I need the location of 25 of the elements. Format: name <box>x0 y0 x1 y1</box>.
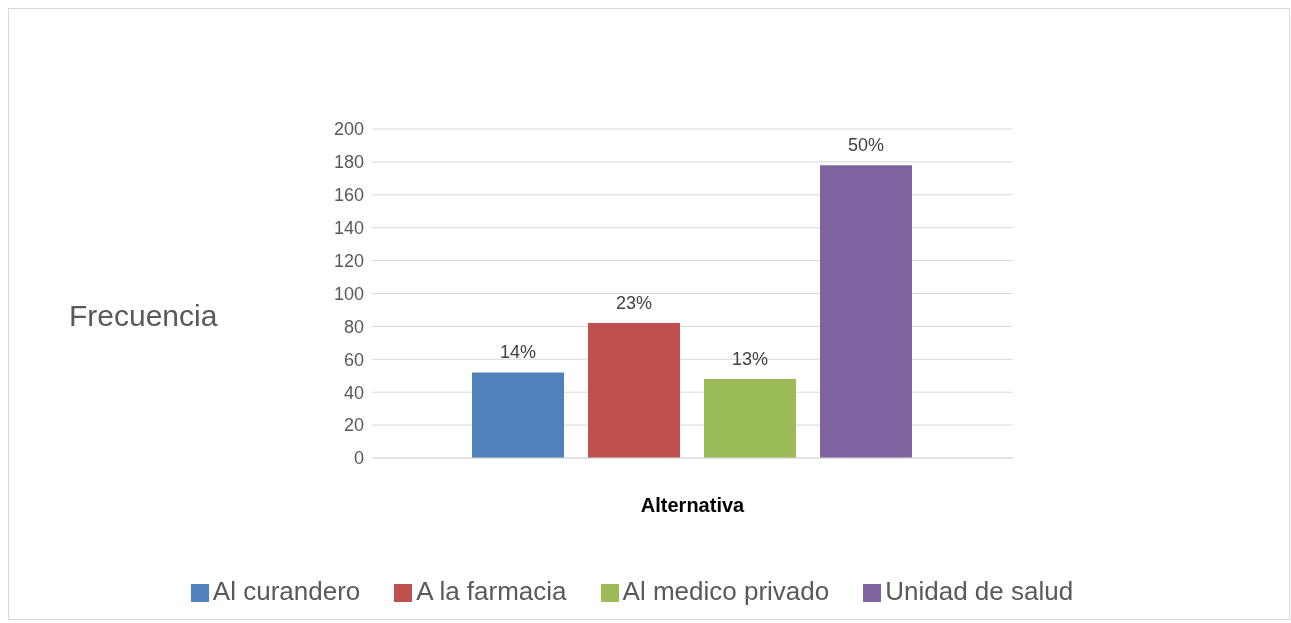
y-tick-label: 160 <box>333 185 364 206</box>
y-tick-label: 60 <box>343 349 364 370</box>
annotation: 13% <box>731 349 769 370</box>
y-tick-label: 200 <box>333 119 364 140</box>
y-tick-label: 100 <box>333 283 364 304</box>
y-tick-label: 20 <box>343 415 364 436</box>
y-tick-label: 140 <box>333 218 364 239</box>
legend-label: Unidad de salud <box>885 576 1074 606</box>
x-axis-title: Alternativa <box>640 494 746 517</box>
legend-label: A la farmacia <box>416 576 567 606</box>
y-axis-title: Frecuencia <box>69 299 218 333</box>
y-tick-label: 120 <box>333 250 364 271</box>
annotation: 50% <box>847 135 885 156</box>
bar <box>704 379 796 458</box>
y-tick-label: 80 <box>343 316 364 337</box>
y-tick-label: 40 <box>343 382 364 403</box>
legend-label: Al curandero <box>212 576 361 606</box>
legend-label: Al medico privado <box>622 576 830 606</box>
bar <box>472 372 564 458</box>
y-tick-label: 180 <box>333 152 364 173</box>
bar <box>820 165 912 458</box>
y-tick-label: 0 <box>353 448 364 469</box>
annotation: 23% <box>615 293 653 314</box>
annotation: 14% <box>499 342 537 363</box>
bar <box>588 323 680 458</box>
